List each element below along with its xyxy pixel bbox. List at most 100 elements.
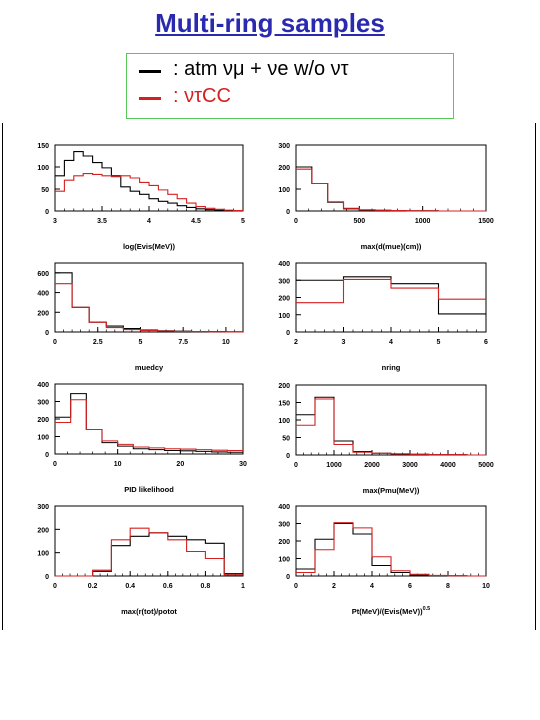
series-line-red [296,522,486,577]
x-tick-label: 30 [239,461,247,468]
x-axis-label: nring [382,363,401,372]
x-tick-label: 0 [294,218,298,225]
x-tick-label: 2 [332,583,336,590]
series-line-black [296,396,486,456]
y-tick-label: 100 [278,187,290,194]
y-tick-label: 400 [37,382,49,389]
histogram-panel-4: 2 3 4 5 6 0 100 200 300 400 nring [278,261,488,372]
x-tick-label: 5 [139,339,143,346]
y-tick-label: 300 [278,143,290,150]
y-tick-label: 100 [278,557,290,564]
y-tick-label: 300 [278,522,290,529]
x-tick-label: 2 [294,339,298,346]
legend-label-atm: : atm νμ + νe w/o ντ [173,58,349,80]
histogram-panel-6: 0 1000 2000 3000 4000 5000 0 50 100 150 200 max(Pmu… [278,383,494,495]
x-tick-label: 0.8 [201,583,211,590]
x-tick-label: 5 [437,339,441,346]
y-tick-label: 0 [286,209,290,216]
legend-swatch-red [139,97,161,100]
histogram-panel-2: 0 500 1000 1500 0 100 200 300 max(d(mue)(cm)) [278,143,494,251]
histogram-panel-3: 0 2.5 5 7.5 10 0 200 400 600 muedcy [37,262,244,372]
x-tick-label: 3 [53,218,57,225]
y-tick-label: 200 [37,310,49,317]
x-axis-label: Pt(MeV)/(Evis(MeV))0.5 [352,606,431,616]
x-tick-label: 0.6 [163,583,173,590]
x-tick-label: 10 [482,583,490,590]
x-axis-label: PID likelihood [124,485,174,494]
plot-frame [54,262,244,333]
series-line-black [296,166,486,212]
right-divider [535,123,536,630]
y-tick-label: 0 [45,574,49,581]
legend-label-nutau: : ντCC [173,85,231,107]
series-line-black [55,393,243,453]
x-tick-label: 20 [176,461,184,468]
y-tick-label: 0 [286,330,290,337]
left-divider [2,123,3,630]
series-line-red [55,283,243,333]
x-tick-label: 4 [147,218,151,225]
series-line-red [296,168,486,212]
y-tick-label: 200 [278,383,290,390]
histogram-panel-7: 0 0.2 0.4 0.6 0.8 1 0 100 200 300 max(r(tot)/potot [37,504,245,616]
y-tick-label: 50 [282,436,290,443]
x-tick-label: 1 [241,583,245,590]
y-tick-label: 300 [37,504,49,511]
x-tick-label: 10 [222,339,230,346]
x-tick-label: 1000 [326,462,342,469]
x-tick-label: 2.5 [93,339,103,346]
x-tick-label: 0 [294,583,298,590]
series-line-red [55,527,243,577]
x-tick-label: 3000 [402,462,418,469]
plot-frame [295,384,487,456]
y-tick-label: 200 [278,539,290,546]
series-line-red [55,173,243,212]
y-tick-label: 0 [45,452,49,459]
x-tick-label: 5 [241,218,245,225]
y-tick-label: 50 [41,187,49,194]
x-tick-label: 0 [294,462,298,469]
x-tick-label: 0.4 [125,583,135,590]
y-tick-label: 300 [278,278,290,285]
series-line-red [55,399,243,452]
x-tick-label: 7.5 [178,339,188,346]
x-tick-label: 6 [484,339,488,346]
legend-swatch-black [139,70,161,73]
y-tick-label: 200 [37,417,49,424]
y-tick-label: 200 [278,165,290,172]
x-tick-label: 4000 [440,462,456,469]
x-tick-label: 1500 [478,218,494,225]
series-line-black [55,151,243,212]
y-tick-label: 0 [45,330,49,337]
x-tick-label: 5000 [478,462,494,469]
y-tick-label: 400 [278,261,290,268]
plot-frame [295,144,487,212]
x-tick-label: 10 [114,461,122,468]
x-tick-label: 2000 [364,462,380,469]
x-tick-label: 8 [446,583,450,590]
x-axis-label: max(Pmu(MeV)) [363,486,420,495]
x-axis-label: log(Evis(MeV)) [123,242,176,251]
x-tick-label: 3 [342,339,346,346]
histogram-panel-8: 0 2 4 6 8 100100200300400Pt(MeV)/(Evis(MeV))0… [278,504,490,616]
y-tick-label: 200 [278,296,290,303]
x-tick-label: 4 [370,583,374,590]
x-axis-label: muedcy [135,363,164,372]
x-tick-label: 0.2 [88,583,98,590]
plot-frame [54,383,244,455]
y-tick-label: 100 [37,551,49,558]
x-tick-label: 0 [53,583,57,590]
legend-box: : atm νμ + νe w/o ντ : ντCC [126,53,454,119]
y-tick-label: 150 [278,401,290,408]
x-tick-label: 0 [53,339,57,346]
plot-frame [295,262,487,333]
y-tick-label: 400 [278,504,290,511]
y-tick-label: 200 [37,527,49,534]
x-tick-label: 6 [408,583,412,590]
y-tick-label: 100 [37,435,49,442]
x-axis-label: max(d(mue)(cm)) [361,242,422,251]
x-tick-label: 4.5 [191,218,201,225]
y-tick-label: 0 [45,209,49,216]
